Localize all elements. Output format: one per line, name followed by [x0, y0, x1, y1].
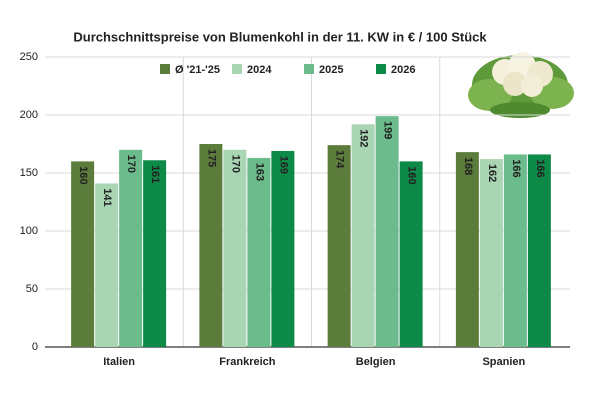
bar [351, 124, 375, 347]
legend-label: 2024 [247, 64, 272, 76]
legend-swatch [304, 64, 314, 74]
value-label: 161 [149, 165, 161, 183]
value-label: 170 [125, 155, 137, 173]
bar [503, 154, 527, 347]
value-label: 163 [253, 163, 265, 181]
value-label: 199 [382, 121, 394, 139]
value-label: 160 [406, 166, 418, 184]
value-label: 141 [101, 188, 113, 206]
y-tick-label: 250 [20, 51, 38, 63]
value-label: 174 [334, 150, 346, 169]
bar [327, 145, 351, 347]
legend-label: 2025 [319, 64, 343, 76]
bar [399, 161, 423, 347]
x-tick-label: Italien [103, 356, 135, 368]
legend-label: Ø '21-'25 [175, 64, 220, 76]
value-label: 162 [486, 164, 498, 182]
x-tick-label: Frankreich [219, 356, 276, 368]
legend-swatch [376, 64, 386, 74]
bar [527, 154, 551, 347]
value-label: 160 [77, 166, 89, 184]
bar [271, 150, 295, 347]
y-tick-label: 100 [20, 225, 38, 237]
bar [71, 161, 95, 347]
value-label: 175 [205, 149, 217, 167]
x-tick-label: Spanien [482, 356, 525, 368]
bar [455, 152, 479, 347]
bar [375, 116, 399, 347]
y-tick-label: 150 [20, 167, 38, 179]
y-tick-label: 200 [20, 109, 38, 121]
cauliflower-image [468, 52, 574, 118]
legend-swatch [232, 64, 242, 74]
x-tick-label: Belgien [356, 356, 396, 368]
y-tick-label: 0 [32, 341, 38, 353]
value-label: 168 [462, 157, 474, 175]
value-label: 166 [534, 159, 546, 177]
y-tick-label: 50 [26, 283, 38, 295]
bar [95, 183, 119, 347]
bar [143, 160, 167, 347]
value-label: 169 [277, 156, 289, 174]
value-label: 166 [510, 159, 522, 177]
chart-title: Durchschnittspreise von Blumenkohl in de… [73, 29, 487, 44]
legend-swatch [160, 64, 170, 74]
value-label: 192 [358, 129, 370, 147]
bar [119, 149, 143, 347]
bar [479, 159, 503, 347]
bar [199, 144, 223, 347]
bar [247, 157, 271, 347]
legend-label: 2026 [391, 64, 415, 76]
bar [223, 149, 247, 347]
value-label: 170 [229, 155, 241, 173]
